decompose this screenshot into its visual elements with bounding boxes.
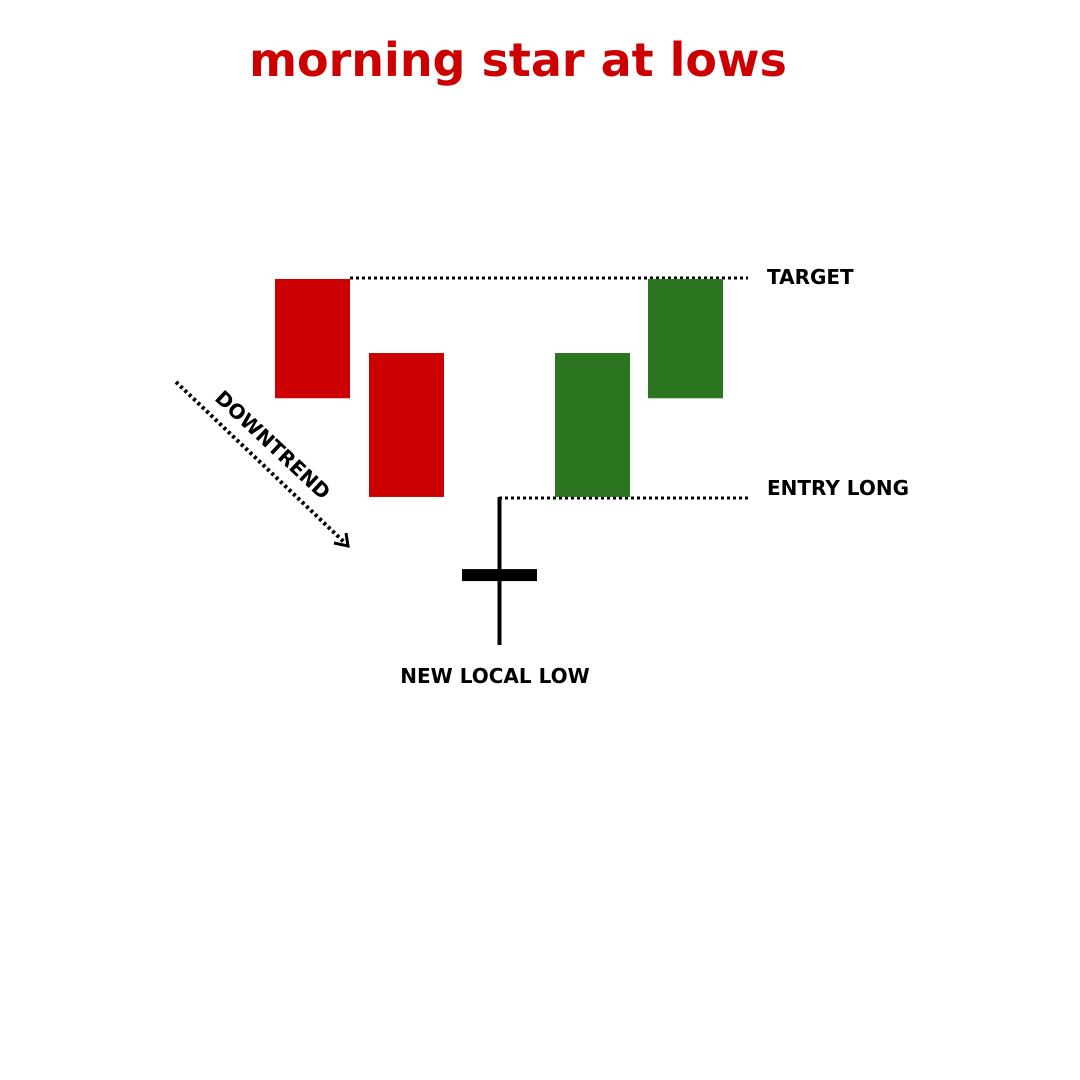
bullish-candle-2 bbox=[648, 279, 723, 399]
diagram-title: morning star at lows bbox=[249, 33, 787, 87]
bearish-candle-1 bbox=[275, 279, 350, 399]
new-local-low-label: NEW LOCAL LOW bbox=[400, 664, 589, 688]
doji-candle bbox=[462, 496, 537, 645]
bullish-candle-1 bbox=[555, 353, 630, 497]
entry-long-label: ENTRY LONG bbox=[767, 476, 909, 500]
downtrend-label: DOWNTREND bbox=[210, 385, 335, 504]
downtrend-arrowhead-icon bbox=[333, 532, 350, 548]
downtrend-arrow bbox=[174, 380, 350, 548]
doji-body bbox=[462, 569, 537, 582]
downtrend-arrow-shaft bbox=[174, 380, 346, 544]
target-label: TARGET bbox=[767, 265, 854, 289]
bearish-candle-2 bbox=[369, 353, 444, 497]
